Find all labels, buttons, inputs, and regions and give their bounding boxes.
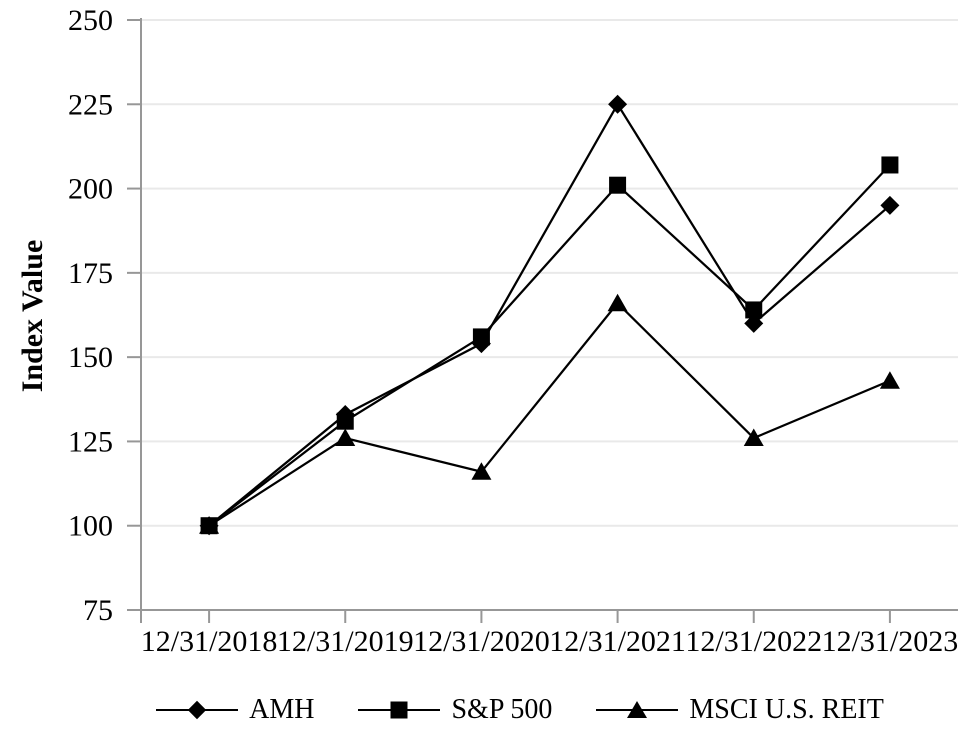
triangle-data-point xyxy=(743,428,764,447)
y-tick-label-150: 150 xyxy=(68,341,113,374)
legend-label-amh: AMH xyxy=(249,694,315,725)
square-data-point xyxy=(336,412,354,430)
y-tick-label-100: 100 xyxy=(68,510,113,543)
square-marker-icon xyxy=(390,701,408,719)
legend: AMH S&P 500 MSCI U.S. REIT xyxy=(0,694,980,726)
x-tick-label-4: 12/31/2022 xyxy=(685,625,822,658)
triangle-data-point xyxy=(199,516,220,534)
series-line-0 xyxy=(208,102,891,527)
x-tick-label-2: 12/31/2020 xyxy=(413,625,550,658)
y-tick-label-250: 250 xyxy=(68,4,113,37)
amh-line-swatch xyxy=(156,700,239,720)
diamond-data-point xyxy=(880,195,900,215)
y-axis-title: Index Value xyxy=(16,239,49,393)
triangle-marker-icon xyxy=(627,700,648,718)
series-line-2 xyxy=(208,301,891,527)
y-tick-label-225: 225 xyxy=(68,88,113,121)
x-tick-label-1: 12/31/2019 xyxy=(277,625,414,658)
diamond-data-point xyxy=(744,313,764,333)
square-data-point xyxy=(745,301,763,319)
y-tick-label-175: 175 xyxy=(68,257,113,290)
legend-item-amh: AMH xyxy=(156,694,314,726)
msci-line-swatch xyxy=(596,700,679,718)
legend-label-msci-us-reit: MSCI U.S. REIT xyxy=(689,694,884,725)
triangle-data-point xyxy=(471,462,492,480)
x-tick-label-5: 12/31/2023 xyxy=(822,625,959,658)
square-data-point xyxy=(472,328,490,346)
legend-item-msci-us-reit: MSCI U.S. REIT xyxy=(596,694,884,726)
triangle-data-point xyxy=(607,293,628,312)
y-tick-label-200: 200 xyxy=(68,173,113,206)
series-line-1 xyxy=(208,164,891,527)
triangle-data-point xyxy=(879,371,900,389)
diamond-marker-icon xyxy=(187,700,207,720)
legend-label-sp500: S&P 500 xyxy=(451,694,553,725)
x-tick-label-0: 12/31/2018 xyxy=(141,625,278,658)
y-tick-label-75: 75 xyxy=(83,594,113,627)
legend-item-sp500: S&P 500 xyxy=(358,694,552,726)
square-data-point xyxy=(881,156,899,174)
square-data-point xyxy=(609,176,627,194)
diamond-data-point xyxy=(608,94,628,114)
sp500-line-swatch xyxy=(358,701,441,719)
y-tick-label-125: 125 xyxy=(68,425,113,458)
triangle-data-point xyxy=(335,428,356,447)
x-tick-label-3: 12/31/2021 xyxy=(549,625,686,658)
